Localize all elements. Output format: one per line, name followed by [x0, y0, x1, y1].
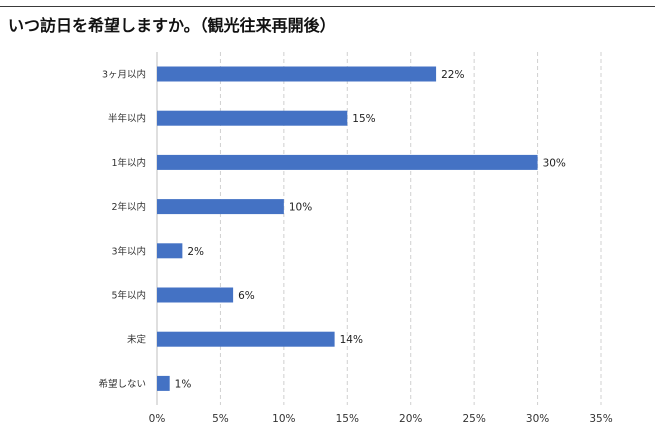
bar [157, 110, 348, 126]
value-label: 10% [289, 202, 312, 214]
x-tick-label: 20% [399, 413, 422, 425]
bar [157, 331, 335, 347]
x-tick-label: 15% [336, 413, 359, 425]
category-label: 半年以内 [108, 113, 146, 125]
x-tick-label: 35% [589, 413, 612, 425]
bar [157, 287, 234, 303]
value-label: 6% [238, 290, 255, 302]
x-tick-label: 10% [272, 413, 295, 425]
bar [157, 199, 284, 215]
category-label: 未定 [127, 334, 147, 346]
category-label: 3年以内 [111, 245, 146, 257]
x-tick-label: 0% [149, 413, 166, 425]
value-label: 2% [187, 246, 204, 258]
category-label: 1年以内 [111, 157, 146, 169]
value-label: 30% [543, 157, 566, 169]
value-label: 15% [352, 113, 375, 125]
category-label: 希望しない [98, 378, 146, 390]
category-label: 2年以内 [111, 201, 146, 213]
bar [157, 375, 170, 391]
value-label: 22% [441, 69, 464, 81]
value-label: 14% [340, 334, 363, 346]
x-tick-label: 25% [462, 413, 485, 425]
value-label: 1% [175, 378, 192, 390]
bar [157, 243, 183, 259]
chart-title: いつ訪日を希望しますか。（観光往来再開後） [8, 16, 336, 35]
category-label: 3ヶ月以内 [102, 69, 146, 81]
top-rule [0, 6, 655, 7]
bar [157, 66, 437, 82]
x-tick-label: 30% [526, 413, 549, 425]
x-tick-label: 5% [212, 413, 229, 425]
bar [157, 154, 538, 170]
category-label: 5年以内 [111, 290, 146, 302]
